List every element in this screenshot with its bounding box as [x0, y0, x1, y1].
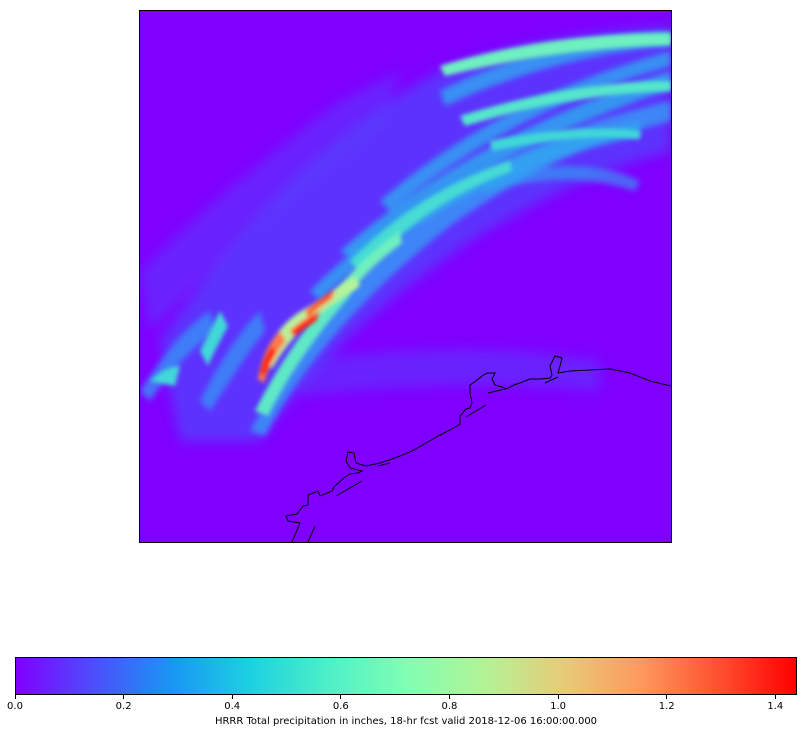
precip-heavy-bands: [150, 33, 671, 416]
coastline: [285, 355, 671, 542]
colorbar-tick: [340, 695, 342, 699]
colorbar-tick: [231, 695, 233, 699]
colorbar-tick: [666, 695, 668, 699]
colorbar-tick-label: 0.8: [441, 701, 458, 712]
colorbar-tick-label: 0.6: [332, 701, 349, 712]
colorbar-label: HRRR Total precipitation in inches, 18-h…: [214, 716, 598, 727]
colorbar: [15, 657, 797, 695]
precip-moderate-bands: [140, 31, 671, 436]
colorbar-tick: [774, 695, 776, 699]
colorbar-tick: [557, 695, 559, 699]
precipitation-field: [140, 11, 671, 542]
colorbar-tick: [14, 695, 16, 699]
colorbar-tick: [123, 695, 125, 699]
colorbar-tick-label: 0.2: [115, 701, 132, 712]
colorbar-tick-label: 0.4: [224, 701, 241, 712]
colorbar-tick-label: 1.4: [767, 701, 784, 712]
colorbar-tick-label: 0.0: [7, 701, 23, 712]
colorbar-tick-label: 1.0: [550, 701, 566, 712]
precip-max-core: [258, 276, 360, 383]
colorbar-ticks: 0.0 0.2 0.4 0.6 0.8 1.0 1.2 1.4: [7, 695, 797, 715]
colorbar-tick-label: 1.2: [658, 701, 675, 712]
colorbar-tick: [448, 695, 450, 699]
precipitation-map: [139, 10, 672, 543]
